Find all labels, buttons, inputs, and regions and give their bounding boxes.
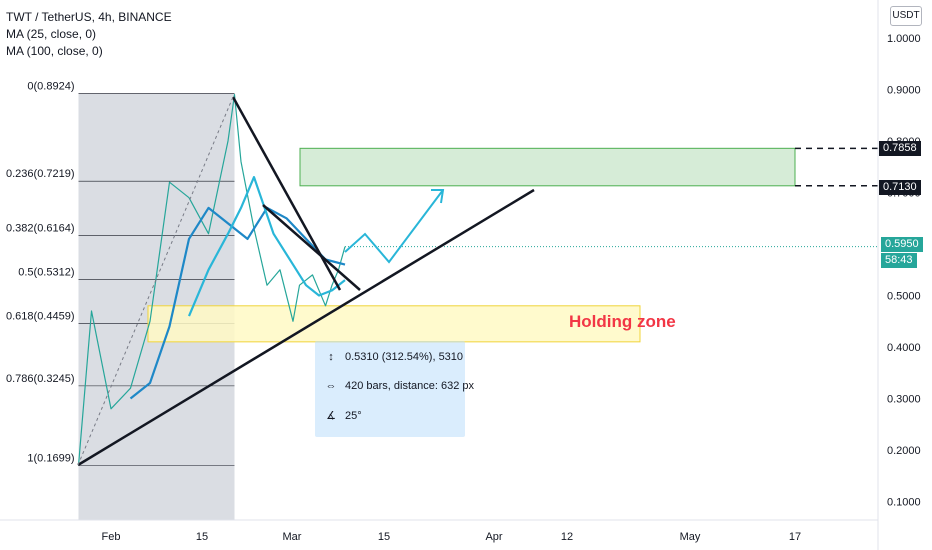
time-tick-label: 12 <box>561 531 573 543</box>
time-tick-label: 17 <box>789 531 801 543</box>
fib-level-label: 1(0.1699) <box>27 453 74 465</box>
time-tick-label: Mar <box>283 531 302 543</box>
descending-trendline-steep <box>231 96 342 291</box>
trendlines <box>77 96 535 467</box>
time-tick-label: May <box>680 531 701 543</box>
time-tick-label: 15 <box>378 531 390 543</box>
fib-diagonal <box>77 96 234 466</box>
price-tick-label: 0.1000 <box>887 497 921 509</box>
time-tick-label: Feb <box>102 531 121 543</box>
measure-angle: 25° <box>345 410 362 422</box>
price-tick-label: 0.4000 <box>887 342 921 354</box>
price-tick-label: 1.0000 <box>887 33 921 45</box>
time-tick-label: 15 <box>196 531 208 543</box>
fib-level-label: 0.236(0.7219) <box>6 168 75 180</box>
descending-trendline <box>262 204 361 291</box>
ma25-line <box>187 176 346 317</box>
holding-zone <box>147 305 641 343</box>
fib-level-label: 0.618(0.4459) <box>6 310 75 322</box>
fib-level-label: 0(0.8924) <box>27 80 74 92</box>
price-tick-label: 0.5000 <box>887 291 921 303</box>
range-icon: ↕ <box>328 351 334 363</box>
countdown-tag: 58:43 <box>881 253 917 268</box>
fib-level-label: 0.786(0.3245) <box>6 373 75 385</box>
target-zone <box>299 147 796 187</box>
price-tick-label: 0.3000 <box>887 394 921 406</box>
ma100-legend[interactable]: MA (100, close, 0) <box>6 44 103 58</box>
projection-arrowhead <box>431 189 445 204</box>
ma25-legend[interactable]: MA (25, close, 0) <box>6 27 97 41</box>
current-price-tag: 0.5950 <box>881 237 923 252</box>
measure-bars: 420 bars, distance: 632 px <box>345 380 475 392</box>
measure-info-box: ↕ 0.5310 (312.54%), 5310 ⇔ 420 bars, dista… <box>315 341 474 437</box>
fib-level-label: 0.5(0.5312) <box>18 266 74 278</box>
chart-legend: TWT / TetherUS, 4h, BINANCE MA (25, clos… <box>6 9 172 60</box>
bars-icon: ⇔ <box>325 380 337 392</box>
measure-price-range: 0.5310 (312.54%), 5310 <box>345 351 464 363</box>
fib-retracement: 0(0.8924) 0.236(0.7219) 0.382(0.6164) 0.5(0… <box>6 80 235 466</box>
currency-button[interactable]: USDT <box>890 6 922 26</box>
ma100-line <box>129 206 346 400</box>
time-tick-label: Apr <box>485 531 502 543</box>
price-tick-label: 0.2000 <box>887 445 921 457</box>
price-tick-label: 0.9000 <box>887 85 921 97</box>
angle-icon: ∡ <box>326 410 336 422</box>
holding-zone-label: Holding zone <box>569 312 676 331</box>
fib-level-label: 0.382(0.6164) <box>6 223 75 235</box>
level-tag-upper: 0.7858 <box>879 141 921 156</box>
ascending-trendline <box>77 188 535 467</box>
projection-path <box>344 189 444 264</box>
symbol-title[interactable]: TWT / TetherUS, 4h, BINANCE <box>6 10 172 24</box>
level-tag-lower: 0.7130 <box>879 180 921 195</box>
